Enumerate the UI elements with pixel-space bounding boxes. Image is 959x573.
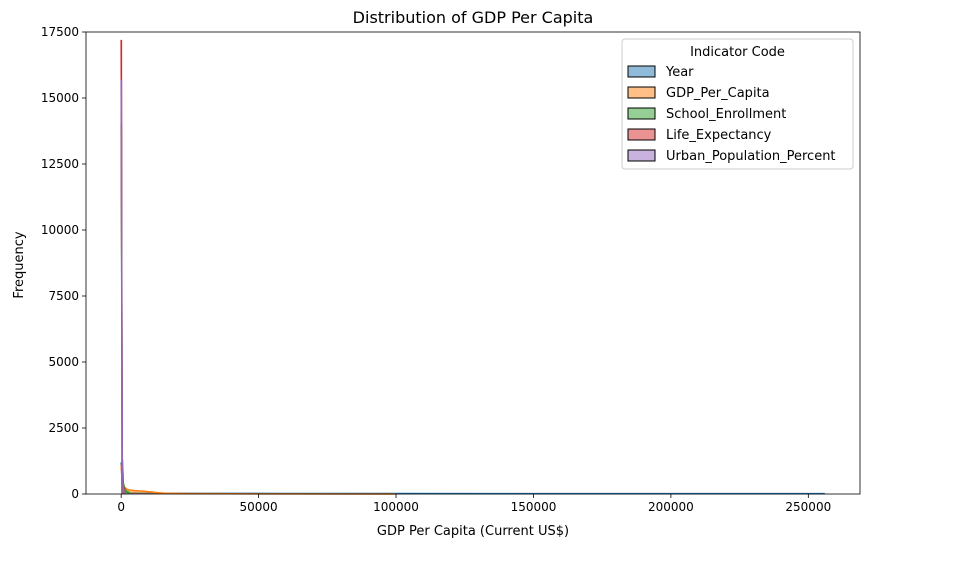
x-tick-label: 0 — [117, 500, 125, 514]
legend-swatch-Year — [628, 66, 655, 77]
x-tick-label: 50000 — [240, 500, 278, 514]
x-tick-label: 100000 — [373, 500, 419, 514]
series-Year — [121, 462, 826, 494]
legend-label-Year: Year — [665, 65, 694, 80]
series-Urban_Population_Percent — [121, 80, 125, 494]
legend-label-Life_Expectancy: Life_Expectancy — [666, 128, 772, 143]
y-axis-label: Frequency — [12, 231, 27, 298]
x-tick-label: 150000 — [511, 500, 557, 514]
y-tick-label: 15000 — [41, 91, 79, 105]
legend: Indicator Code Year GDP_Per_Capita School_E… — [622, 39, 853, 169]
legend-swatch-GDP_Per_Capita — [628, 87, 655, 98]
legend-label-Urban_Population_Percent: Urban_Population_Percent — [666, 149, 836, 164]
legend-label-GDP_Per_Capita: GDP_Per_Capita — [666, 86, 770, 101]
chart-title: Distribution of GDP Per Capita — [353, 8, 594, 27]
legend-swatch-Urban_Population_Percent — [628, 150, 655, 161]
y-tick-label: 7500 — [48, 289, 79, 303]
legend-title: Indicator Code — [690, 45, 785, 60]
legend-swatch-School_Enrollment — [628, 108, 655, 119]
x-tick-label: 200000 — [648, 500, 694, 514]
x-axis-label: GDP Per Capita (Current US$) — [377, 524, 569, 539]
y-tick-label: 12500 — [41, 157, 79, 171]
y-tick-label: 17500 — [41, 25, 79, 39]
y-tick-label: 0 — [71, 487, 79, 501]
x-tick-label: 250000 — [785, 500, 831, 514]
y-tick-label: 10000 — [41, 223, 79, 237]
density-line — [121, 465, 396, 494]
y-tick-label: 5000 — [48, 355, 79, 369]
y-tick-label: 2500 — [48, 421, 79, 435]
legend-label-School_Enrollment: School_Enrollment — [666, 107, 786, 122]
density-line — [121, 462, 825, 493]
legend-swatch-Life_Expectancy — [628, 129, 655, 140]
series-GDP_Per_Capita — [121, 465, 397, 494]
density-line — [121, 80, 124, 492]
